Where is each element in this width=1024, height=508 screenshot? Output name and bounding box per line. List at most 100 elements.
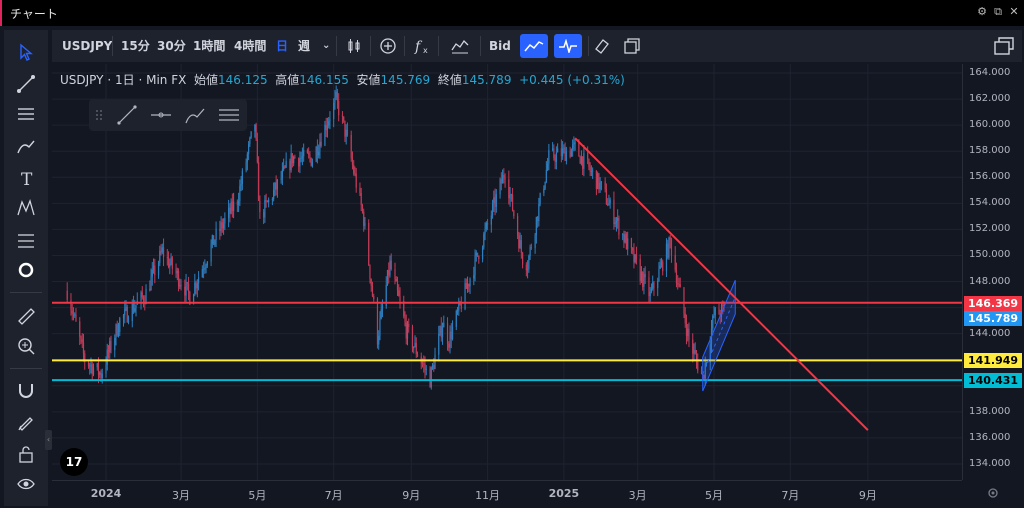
eraser-icon[interactable] [590, 34, 614, 58]
candle-body [376, 299, 379, 345]
lock-drawing-icon[interactable] [4, 408, 48, 436]
candle-body [669, 237, 671, 240]
candle-body [580, 156, 582, 164]
fib-levels-icon[interactable] [217, 103, 241, 127]
time-axis[interactable]: 2024 3月 5月 7月 9月 11月 2025 3月 5月 7月 9月 [52, 480, 998, 507]
candle-body [687, 328, 689, 337]
candle-body [678, 283, 680, 285]
trendline-icon[interactable] [4, 70, 48, 98]
candle-body [126, 307, 128, 323]
candle-body [521, 252, 524, 265]
lock-icon[interactable] [4, 440, 48, 468]
chart-plot-area[interactable] [52, 64, 962, 480]
candle-body [679, 284, 681, 288]
price-chart[interactable] [52, 64, 962, 480]
interval-day[interactable]: 日 [276, 39, 289, 53]
layout-icon[interactable] [620, 34, 644, 58]
interval-1h[interactable]: 1時間 [193, 39, 226, 53]
settings-icon[interactable]: ⚙ [977, 5, 987, 18]
axis-settings-icon[interactable] [986, 485, 1000, 504]
candle-body [565, 151, 567, 161]
bar-chart-icon[interactable] [448, 34, 472, 58]
candle-body [434, 354, 436, 370]
candle-body [385, 285, 387, 307]
candle-body [171, 257, 173, 269]
interval-15m[interactable]: 15分 [121, 39, 150, 53]
text-icon[interactable]: T [4, 164, 48, 192]
candle-body [154, 265, 156, 276]
candle-body [381, 306, 384, 309]
cursor-icon[interactable] [4, 38, 48, 66]
brush-icon[interactable] [183, 103, 207, 127]
candle-body [443, 322, 445, 328]
candle-body [294, 156, 296, 159]
candle-body [239, 185, 241, 202]
candle-body [167, 257, 170, 268]
candle-body [494, 197, 496, 207]
candle-body [152, 265, 155, 270]
legend-interval: 1日 [114, 73, 135, 87]
horizontal-line-icon[interactable] [149, 103, 173, 127]
symbol-button[interactable]: USDJPY [62, 39, 113, 53]
candle-body [692, 339, 694, 354]
candle-body [354, 173, 356, 175]
pattern-icon[interactable] [4, 194, 48, 222]
candle-body [473, 275, 475, 279]
candle-body [109, 341, 111, 353]
candle-body [501, 175, 504, 184]
candle-body [464, 283, 466, 310]
zoom-in-icon[interactable] [4, 332, 48, 360]
candle-body [132, 303, 135, 312]
circle-icon[interactable] [4, 256, 48, 284]
multi-chart-icon[interactable] [990, 34, 1018, 58]
fib-levels-icon[interactable] [4, 100, 48, 128]
interval-30m[interactable]: 30分 [157, 39, 186, 53]
line-trend-icon[interactable] [520, 34, 548, 58]
candle-body [351, 158, 354, 165]
candle-body [490, 215, 492, 225]
toolbar-divider [10, 368, 42, 369]
candle-body [504, 178, 506, 180]
candle-body [592, 170, 594, 172]
interval-week[interactable]: 週 [298, 39, 311, 53]
candle-body [460, 304, 462, 310]
candle-body [335, 91, 337, 98]
collapse-toolbar-icon[interactable]: ‹ [45, 430, 52, 450]
pulse-icon[interactable] [554, 34, 582, 58]
candle-body [346, 129, 349, 135]
legend-sep: · [107, 73, 112, 87]
candle-body [439, 326, 441, 335]
bid-button[interactable]: Bid [489, 39, 511, 53]
candle-body [518, 235, 520, 249]
brush-icon[interactable] [4, 132, 48, 160]
candle-body [720, 304, 723, 318]
drag-handle-icon[interactable] [93, 103, 105, 127]
interval-4h[interactable]: 4時間 [234, 39, 267, 53]
candle-body [451, 326, 454, 340]
candle-body [458, 301, 460, 311]
close-icon[interactable]: ✕ [1009, 5, 1019, 18]
eye-icon[interactable] [4, 470, 48, 498]
candles-icon[interactable] [342, 34, 366, 58]
candle-body [693, 350, 695, 354]
candle-body [214, 240, 216, 245]
popout-icon[interactable]: ⧉ [994, 5, 1002, 18]
add-compare-icon[interactable] [376, 34, 400, 58]
prediction-icon[interactable] [4, 226, 48, 254]
candle-body [548, 150, 550, 164]
magnet-icon[interactable] [4, 376, 48, 404]
candle-body [547, 163, 549, 170]
candle-body [373, 296, 375, 300]
candle-body [215, 228, 217, 241]
chevron-down-icon[interactable]: ⌄ [322, 40, 331, 51]
candle-body [510, 194, 512, 196]
candle-body [440, 326, 442, 338]
trendline-icon[interactable] [115, 103, 139, 127]
ruler-icon[interactable] [4, 302, 48, 330]
candle-body [271, 199, 273, 201]
candle-body [170, 257, 172, 264]
price-axis[interactable]: 164.000 162.000 160.000 158.000 156.000 154.0… [962, 64, 1023, 480]
candle-body [526, 269, 529, 271]
candle-body [695, 353, 698, 361]
